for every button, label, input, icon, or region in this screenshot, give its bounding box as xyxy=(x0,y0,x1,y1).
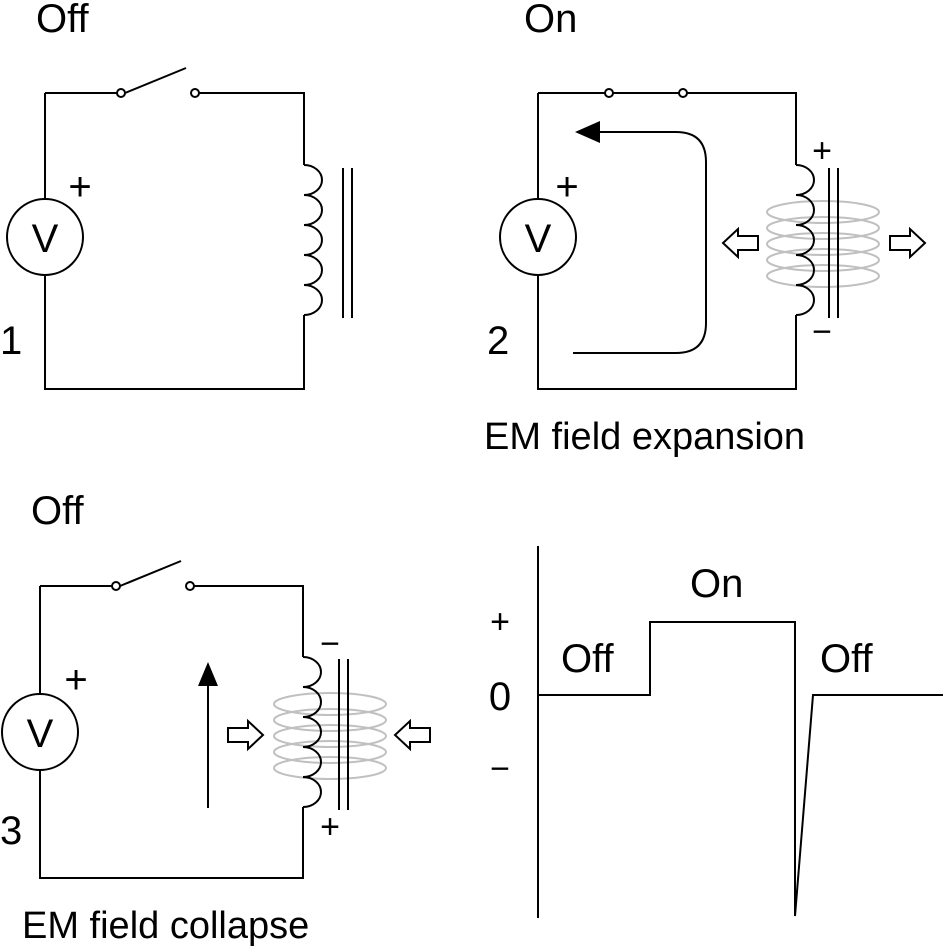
panel-1-voltage-source xyxy=(6,198,84,276)
panel-2: On V + + − 2 EM field expansion xyxy=(484,0,927,458)
panel-3-inductor-coil xyxy=(302,656,322,808)
panel-3-circuit-wire xyxy=(39,585,304,879)
panel-1-source-symbol: V xyxy=(32,217,59,261)
panel-1-inductor-coil xyxy=(303,164,323,316)
panel-2-caption: EM field expansion xyxy=(484,416,805,458)
panel-2-number: 2 xyxy=(487,319,509,363)
panel-3-source-polarity: + xyxy=(64,658,87,702)
panel-3-state-label: Off xyxy=(31,489,85,533)
panel-2-circuit-wire xyxy=(537,92,797,390)
panel-2-voltage-source xyxy=(499,198,577,276)
panel-3-caption: EM field collapse xyxy=(22,905,309,947)
panel-3-source-symbol: V xyxy=(27,712,54,756)
graph-voltage-trace xyxy=(538,621,943,917)
panel-3-switch-terminal xyxy=(111,581,121,591)
panel-1-switch-terminal xyxy=(190,88,200,98)
panel-2-source-polarity: + xyxy=(555,165,578,209)
panel-3-voltage-source xyxy=(1,693,79,771)
panel-2-state-label: On xyxy=(524,0,577,41)
panel-3-switch-lever xyxy=(119,560,182,587)
panel-3-current-arrowhead xyxy=(198,662,218,686)
panel-2-current-arrowhead xyxy=(575,121,600,143)
graph-segment-label-off-2: Off xyxy=(820,637,874,681)
graph-segment-label-on: On xyxy=(690,562,743,606)
panel-1-number: 1 xyxy=(0,319,22,363)
panel-3-field-arrow-right xyxy=(393,718,431,752)
panel-3-coil-top-sign: − xyxy=(320,625,340,663)
panel-2-switch-terminal xyxy=(604,88,614,98)
panel-1-switch-terminal xyxy=(116,88,126,98)
panel-2-field-arrow-right xyxy=(889,226,927,260)
panel-2-coil-bottom-sign: − xyxy=(812,313,832,351)
panel-2-coil-top-sign: + xyxy=(812,132,832,170)
graph-tick-label-plus: + xyxy=(490,603,510,641)
panel-2-switch-terminal xyxy=(678,88,688,98)
panel-3-switch-terminal xyxy=(185,581,195,591)
graph-tick-label-zero: 0 xyxy=(489,675,511,719)
voltage-graph: + 0 − Off On Off xyxy=(489,546,943,918)
panel-2-inductor-coil xyxy=(795,164,815,316)
panel-1-switch-lever xyxy=(124,67,187,94)
panel-1-source-polarity: + xyxy=(68,165,91,209)
panel-2-field-arrow-left xyxy=(721,226,759,260)
graph-tick-label-minus: − xyxy=(490,750,510,788)
graph-segment-label-off-1: Off xyxy=(561,637,615,681)
panel-2-magnetic-field xyxy=(766,200,880,288)
panel-3-field-arrow-left xyxy=(227,718,265,752)
panel-3: Off V + − + 3 EM field collapse xyxy=(0,489,431,947)
panel-3-magnetic-field xyxy=(273,692,387,780)
panel-3-number: 3 xyxy=(0,809,22,853)
panel-1-state-label: Off xyxy=(36,0,90,41)
panel-2-current-path xyxy=(573,131,707,354)
panel-1-circuit-wire xyxy=(44,92,305,390)
panel-3-coil-bottom-sign: + xyxy=(320,808,340,846)
panel-1: Off V + 1 xyxy=(0,0,353,390)
panel-2-source-symbol: V xyxy=(525,217,552,261)
